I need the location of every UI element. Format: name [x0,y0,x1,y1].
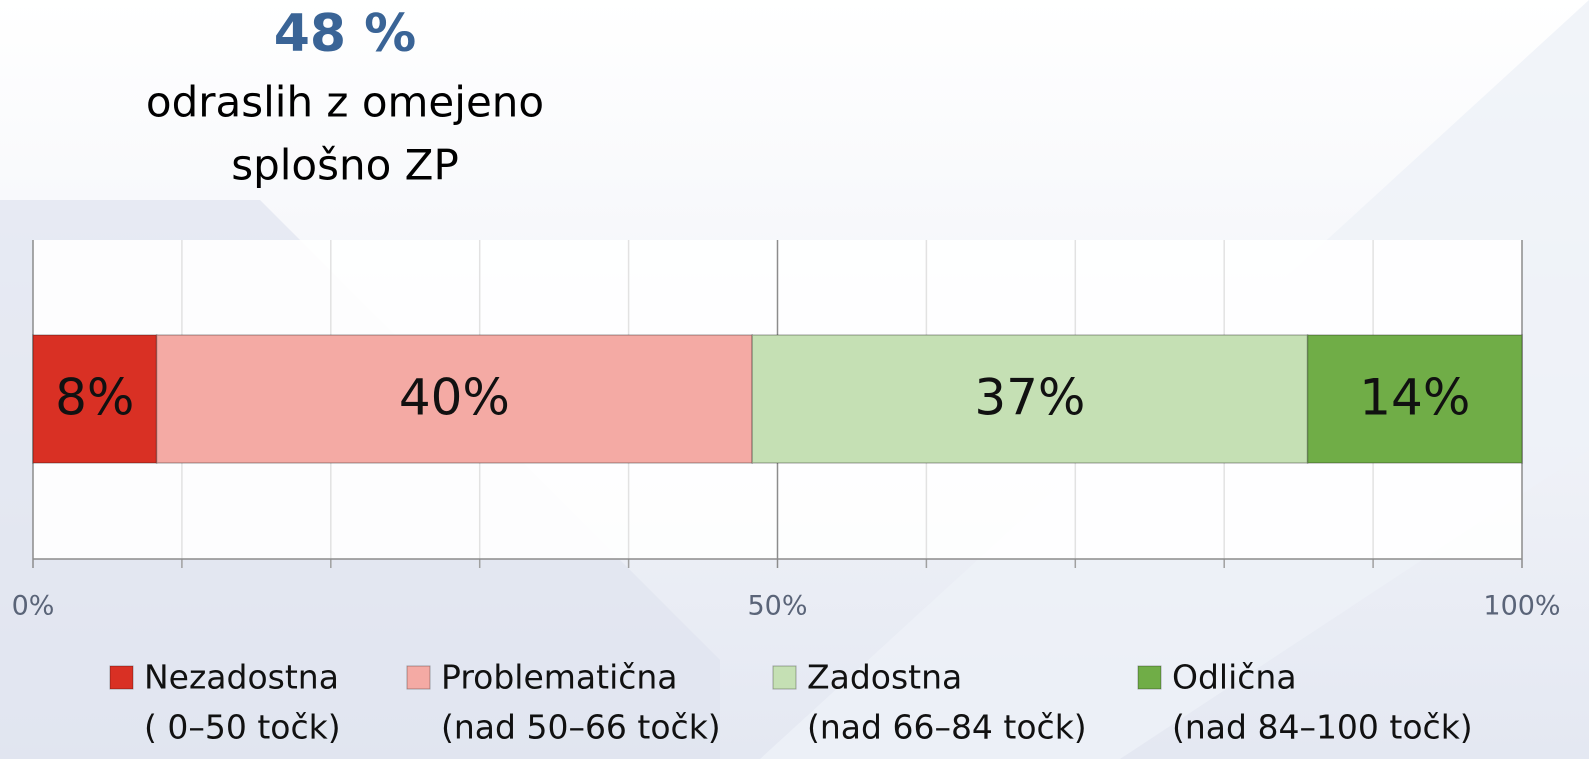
data-label: 37% [974,369,1085,427]
legend-range: (nad 66–84 točk) [807,708,1087,747]
subtitle: odraslih z omejeno [146,78,544,127]
x-tick-label: 100% [1483,591,1560,622]
legend-label: Odlična [1172,658,1297,697]
x-tick-label: 50% [747,591,807,622]
legend-label: Problematična [441,658,678,697]
legend-range: ( 0–50 točk) [144,708,341,747]
data-label: 14% [1359,369,1470,427]
legend-label: Zadostna [807,658,962,697]
legend-label: Nezadostna [144,658,339,697]
legend-swatch [109,665,134,690]
legend-swatch [1137,665,1162,690]
legend-swatch [406,665,431,690]
subtitle: splošno ZP [231,141,459,190]
legend-range: (nad 50–66 točk) [441,708,721,747]
headline-value: 48 % [274,4,417,64]
legend-swatch [772,665,797,690]
bar-segment [1306,334,1523,464]
x-tick-label: 0% [12,591,55,622]
data-label: 40% [399,369,510,427]
bar-segment [155,334,753,464]
bar-segment [751,334,1309,464]
legend-range: (nad 84–100 točk) [1172,708,1473,747]
data-label: 8% [55,369,134,427]
bar-segment [32,334,158,464]
